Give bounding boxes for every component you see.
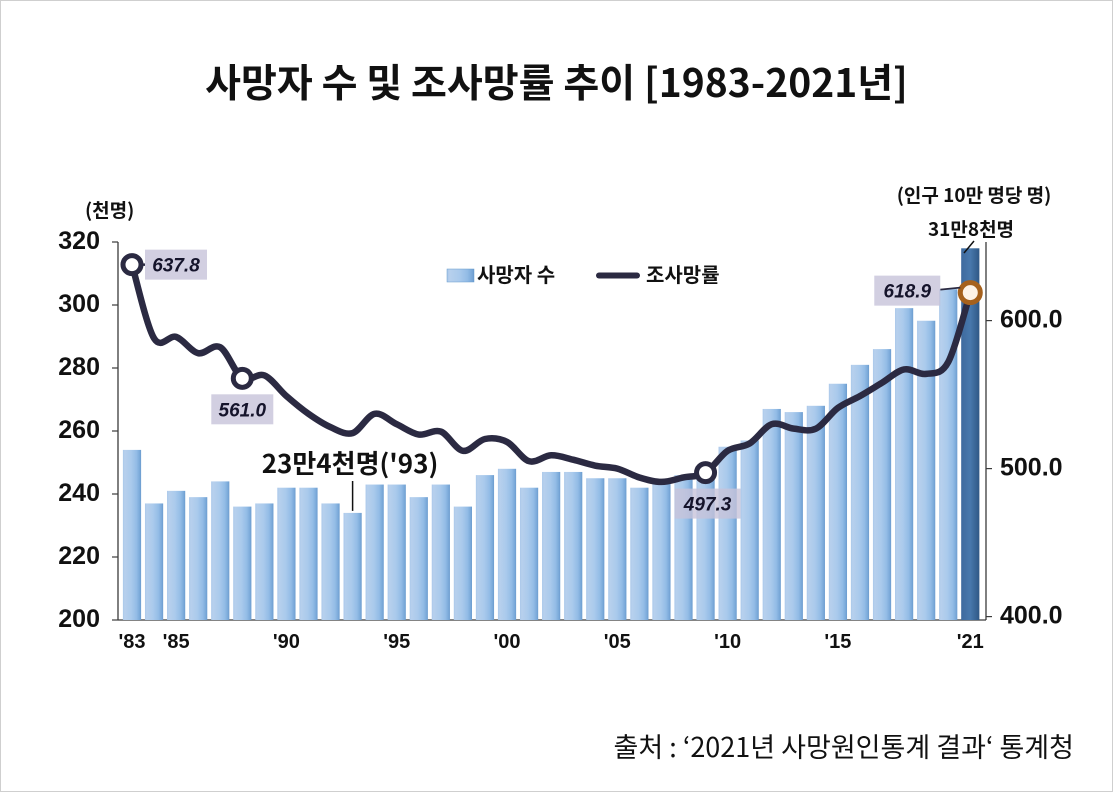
svg-text:260: 260 (58, 416, 100, 444)
svg-text:'21: '21 (957, 631, 984, 653)
svg-text:500.0: 500.0 (1000, 454, 1063, 482)
svg-text:사망자 수: 사망자 수 (477, 259, 555, 288)
svg-text:637.8: 637.8 (152, 256, 200, 277)
svg-text:240: 240 (58, 479, 100, 507)
svg-text:497.3: 497.3 (683, 495, 732, 516)
svg-text:'00: '00 (494, 631, 521, 653)
svg-text:200: 200 (58, 605, 100, 633)
svg-text:'15: '15 (824, 631, 851, 653)
svg-text:320: 320 (58, 227, 100, 255)
svg-text:561.0: 561.0 (219, 400, 267, 421)
svg-text:조사망률: 조사망률 (646, 259, 720, 288)
svg-text:300: 300 (58, 290, 100, 318)
svg-text:280: 280 (58, 353, 100, 381)
svg-text:(천명): (천명) (85, 196, 134, 223)
svg-text:618.9: 618.9 (884, 282, 932, 303)
svg-text:'85: '85 (163, 631, 190, 653)
svg-text:400.0: 400.0 (1000, 602, 1063, 630)
svg-text:31만8천명: 31만8천명 (928, 215, 1014, 242)
svg-text:600.0: 600.0 (1000, 306, 1063, 334)
svg-text:(인구 10만 명당 명): (인구 10만 명당 명) (897, 181, 1052, 208)
svg-text:220: 220 (58, 542, 100, 570)
svg-text:'83: '83 (118, 631, 145, 653)
svg-text:'10: '10 (714, 631, 741, 653)
svg-text:'90: '90 (273, 631, 300, 653)
svg-text:23만4천명('93): 23만4천명('93) (262, 444, 439, 481)
svg-text:'95: '95 (383, 631, 410, 653)
svg-text:'05: '05 (604, 631, 631, 653)
